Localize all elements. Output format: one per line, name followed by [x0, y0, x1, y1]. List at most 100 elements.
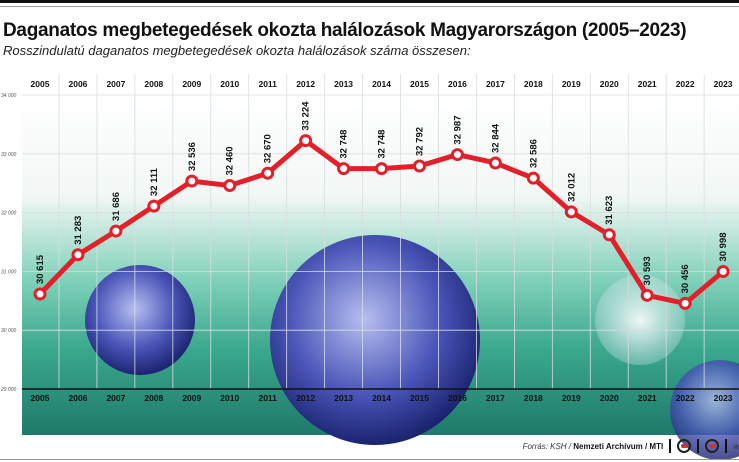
y-tick-label: 32 000 — [1, 211, 17, 217]
x-tick-label-top: 2015 — [410, 79, 429, 89]
data-point — [716, 265, 730, 279]
data-point — [299, 134, 313, 148]
archive-logo-icon — [705, 439, 720, 453]
x-tick-label-bottom: 2013 — [334, 393, 353, 403]
y-tick-label: 31 000 — [1, 269, 17, 275]
data-label: 32 586 — [528, 139, 539, 168]
x-tick-label-top: 2023 — [714, 79, 733, 89]
data-label: 33 224 — [301, 101, 312, 131]
data-label: 32 987 — [452, 116, 463, 145]
x-tick-label-bottom: 2014 — [372, 393, 391, 403]
x-tick-label-bottom: 2021 — [638, 393, 657, 403]
x-tick-label-top: 2006 — [68, 79, 87, 89]
data-label: 32 536 — [187, 142, 198, 171]
top-label-band — [22, 74, 739, 93]
data-point — [375, 162, 389, 176]
data-label: 30 998 — [718, 232, 729, 261]
x-tick-label-top: 2021 — [638, 79, 657, 89]
data-point — [223, 179, 237, 193]
x-tick-label-bottom: 2015 — [410, 393, 429, 403]
x-tick-label-top: 2018 — [524, 79, 543, 89]
x-tick-label-top: 2017 — [486, 79, 505, 89]
y-tick-label: 33 000 — [1, 152, 17, 158]
x-tick-label-bottom: 2022 — [676, 393, 695, 403]
x-tick-label-bottom: 2017 — [486, 393, 505, 403]
y-tick-label: 30 000 — [1, 328, 17, 334]
data-label: 32 670 — [263, 134, 274, 163]
data-point — [261, 166, 275, 180]
data-point — [640, 288, 654, 302]
x-tick-label-top: 2007 — [106, 79, 125, 89]
data-point — [33, 287, 47, 301]
data-label: 30 593 — [642, 256, 653, 285]
footer: Forrás: KSH / Nemzeti Archívum / MTI w — [523, 436, 739, 456]
x-tick-label-bottom: 2016 — [448, 393, 467, 403]
y-tick-label: 34 000 — [1, 93, 17, 99]
x-tick-label-bottom: 2009 — [182, 393, 201, 403]
x-tick-label-top: 2014 — [372, 79, 391, 89]
separator — [697, 439, 700, 453]
data-label: 31 686 — [111, 192, 122, 221]
separator — [669, 439, 672, 453]
data-point — [71, 248, 85, 262]
x-tick-label-top: 2009 — [182, 79, 201, 89]
data-label: 30 615 — [35, 254, 46, 284]
x-tick-label-top: 2005 — [31, 79, 50, 89]
data-label: 32 748 — [339, 130, 350, 159]
data-label: 32 844 — [490, 123, 501, 153]
footer-trailing: w — [733, 441, 739, 451]
top-rule — [0, 0, 739, 3]
data-point — [147, 199, 161, 213]
data-point — [526, 171, 540, 185]
x-tick-label-top: 2008 — [144, 79, 163, 89]
data-point — [678, 296, 692, 310]
data-point — [602, 228, 616, 242]
data-point — [109, 224, 123, 238]
data-label: 32 460 — [225, 146, 236, 175]
x-tick-label-bottom: 2012 — [296, 393, 315, 403]
x-tick-label-bottom: 2020 — [600, 393, 619, 403]
data-label: 32 111 — [149, 167, 160, 196]
chart-subtitle: Rosszindulatú daganatos megbetegedések o… — [3, 43, 471, 58]
data-label: 31 283 — [73, 216, 84, 245]
data-label: 30 456 — [680, 264, 691, 293]
data-label: 32 792 — [415, 127, 426, 156]
top-rule-thin — [0, 6, 739, 7]
data-point — [488, 156, 502, 170]
data-label: 32 012 — [566, 173, 577, 202]
data-point — [413, 159, 426, 173]
separator — [725, 439, 728, 453]
mti-logo-icon — [677, 439, 692, 453]
x-tick-label-top: 2019 — [562, 79, 581, 89]
x-tick-label-top: 2012 — [296, 79, 315, 89]
x-tick-label-top: 2010 — [220, 79, 239, 89]
decor-cell — [270, 235, 480, 445]
data-point — [450, 148, 464, 162]
x-tick-label-top: 2022 — [676, 79, 695, 89]
x-tick-label-top: 2016 — [448, 79, 467, 89]
decor-cell — [670, 360, 739, 460]
data-label: 31 623 — [604, 196, 615, 225]
x-tick-label-bottom: 2006 — [68, 393, 87, 403]
y-tick-label: 29 000 — [0, 387, 17, 393]
decor-cell — [85, 265, 195, 375]
x-tick-label-top: 2013 — [334, 79, 353, 89]
data-label: 32 748 — [377, 130, 388, 159]
x-tick-label-bottom: 2023 — [714, 393, 733, 403]
x-tick-label-bottom: 2005 — [31, 393, 50, 403]
x-tick-label-top: 2011 — [258, 79, 277, 89]
x-tick-label-bottom: 2008 — [144, 393, 163, 403]
x-tick-label-bottom: 2011 — [258, 393, 277, 403]
x-tick-label-bottom: 2007 — [106, 393, 125, 403]
data-point — [564, 205, 578, 219]
x-tick-label-bottom: 2019 — [562, 393, 581, 403]
chart-title: Daganatos megbetegedések okozta halálozá… — [3, 20, 687, 41]
data-point — [337, 162, 351, 176]
x-tick-label-bottom: 2018 — [524, 393, 543, 403]
x-tick-label-bottom: 2010 — [220, 393, 239, 403]
x-tick-label-top: 2020 — [600, 79, 619, 89]
data-point — [185, 174, 199, 188]
bottom-rule — [0, 459, 739, 460]
source-text: Forrás: KSH / Nemzeti Archívum / MTI — [522, 441, 664, 451]
